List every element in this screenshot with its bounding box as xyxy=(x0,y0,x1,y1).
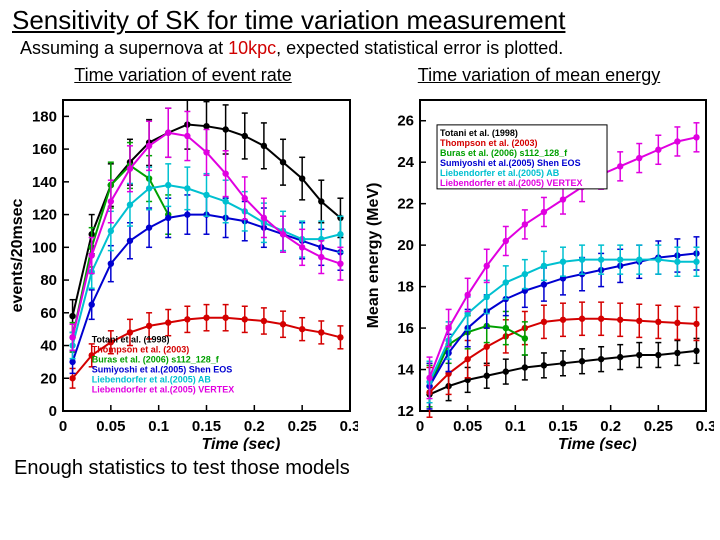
svg-text:140: 140 xyxy=(32,174,57,191)
svg-text:0.05: 0.05 xyxy=(96,418,125,435)
svg-text:26: 26 xyxy=(397,113,414,130)
subline-prefix: Assuming a supernova at xyxy=(20,38,228,58)
svg-text:Buras et al. (2006) s112_128_f: Buras et al. (2006) s112_128_f xyxy=(440,148,568,158)
svg-text:0.25: 0.25 xyxy=(644,418,673,435)
distance-value: 10kpc xyxy=(228,38,276,58)
svg-text:Thompson et al. (2003): Thompson et al. (2003) xyxy=(92,344,190,354)
subline-suffix: , expected statistical error is plotted. xyxy=(276,38,563,58)
svg-text:Liebendorfer et al.(2005) VERT: Liebendorfer et al.(2005) VERTEX xyxy=(92,384,235,394)
svg-text:Mean energy (MeV): Mean energy (MeV) xyxy=(365,182,382,328)
svg-text:22: 22 xyxy=(397,196,414,213)
svg-text:0.15: 0.15 xyxy=(192,418,221,435)
svg-text:120: 120 xyxy=(32,206,57,223)
svg-text:Sumiyoshi et al.(2005) Shen EO: Sumiyoshi et al.(2005) Shen EOS xyxy=(440,158,581,168)
svg-text:Totani et al. (1998): Totani et al. (1998) xyxy=(440,128,518,138)
svg-text:0.2: 0.2 xyxy=(244,418,265,435)
svg-text:Time (sec): Time (sec) xyxy=(202,436,281,451)
event-rate-chart: 0 0.05 0.1 0.15 0.2 0.25 0.3 0 20 40 60 80 100 120 140… xyxy=(8,86,358,451)
svg-text:events/20msec: events/20msec xyxy=(9,198,26,312)
svg-text:0.1: 0.1 xyxy=(148,418,169,435)
subline: Assuming a supernova at 10kpc, expected … xyxy=(0,36,720,63)
svg-text:Thompson et al. (2003): Thompson et al. (2003) xyxy=(440,138,538,148)
svg-text:Buras et al. (2006) s112_128_f: Buras et al. (2006) s112_128_f xyxy=(92,354,220,364)
right-chart-title: Time variation of mean energy xyxy=(418,65,660,86)
svg-text:Liebendorfer et al.(2005) VERT: Liebendorfer et al.(2005) VERTEX xyxy=(440,178,583,188)
svg-text:180: 180 xyxy=(32,108,57,125)
svg-text:16: 16 xyxy=(397,320,414,337)
svg-text:Liebendorfer et al.(2005) AB: Liebendorfer et al.(2005) AB xyxy=(440,168,560,178)
left-chart-title: Time variation of event rate xyxy=(74,65,291,86)
svg-text:12: 12 xyxy=(397,403,414,420)
svg-text:0.05: 0.05 xyxy=(453,418,482,435)
svg-text:18: 18 xyxy=(397,278,414,295)
page-title: Sensitivity of SK for time variation mea… xyxy=(0,0,720,36)
svg-text:100: 100 xyxy=(32,239,57,256)
svg-text:0: 0 xyxy=(416,418,424,435)
svg-text:Liebendorfer et al.(2005) AB: Liebendorfer et al.(2005) AB xyxy=(92,374,212,384)
svg-text:40: 40 xyxy=(40,337,57,354)
svg-text:Time (sec): Time (sec) xyxy=(558,436,637,451)
svg-text:0.3: 0.3 xyxy=(696,418,714,435)
svg-text:160: 160 xyxy=(32,141,57,158)
svg-text:14: 14 xyxy=(397,361,414,378)
footer-text: Enough statistics to test those models xyxy=(0,451,720,480)
svg-text:20: 20 xyxy=(40,370,57,387)
svg-text:20: 20 xyxy=(397,237,414,254)
svg-text:60: 60 xyxy=(40,305,57,322)
svg-text:24: 24 xyxy=(397,154,414,171)
svg-text:0.3: 0.3 xyxy=(340,418,358,435)
svg-text:0: 0 xyxy=(49,403,57,420)
svg-text:Totani et al. (1998): Totani et al. (1998) xyxy=(92,334,170,344)
svg-text:0.15: 0.15 xyxy=(548,418,577,435)
svg-text:0.1: 0.1 xyxy=(505,418,526,435)
svg-text:Sumiyoshi et al.(2005) Shen EO: Sumiyoshi et al.(2005) Shen EOS xyxy=(92,364,233,374)
mean-energy-chart: 0 0.05 0.1 0.15 0.2 0.25 0.3 12 14 16 18 20 22 24 26 Ti… xyxy=(364,86,714,451)
svg-text:0.25: 0.25 xyxy=(288,418,317,435)
svg-text:0: 0 xyxy=(59,418,67,435)
svg-text:0.2: 0.2 xyxy=(600,418,621,435)
svg-text:80: 80 xyxy=(40,272,57,289)
